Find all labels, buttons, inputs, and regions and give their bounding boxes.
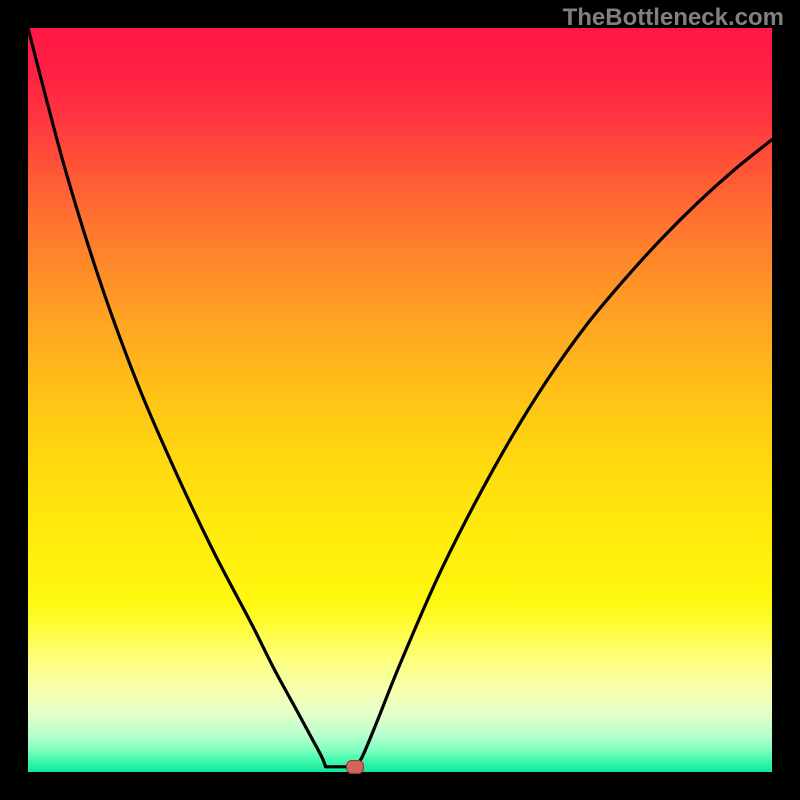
plot-area (28, 28, 772, 772)
bottleneck-curve-path (28, 28, 772, 767)
bottleneck-curve (28, 28, 772, 772)
watermark-text: TheBottleneck.com (563, 4, 784, 32)
chart-frame: TheBottleneck.com (0, 0, 800, 800)
optimum-marker (346, 760, 364, 774)
